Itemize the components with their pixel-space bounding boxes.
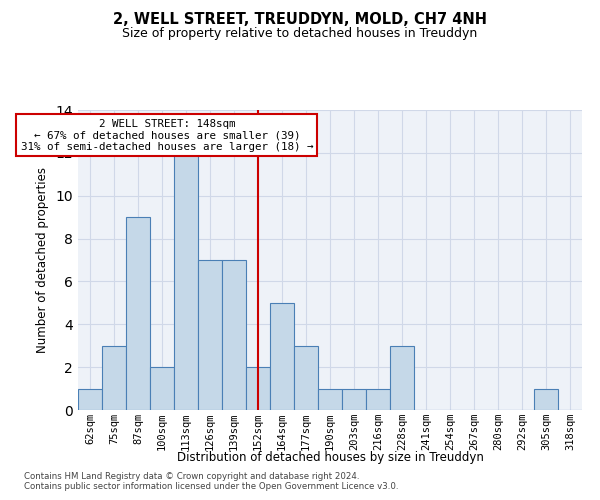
- Bar: [342, 388, 366, 410]
- Bar: [318, 388, 342, 410]
- Text: 2, WELL STREET, TREUDDYN, MOLD, CH7 4NH: 2, WELL STREET, TREUDDYN, MOLD, CH7 4NH: [113, 12, 487, 28]
- Text: Contains public sector information licensed under the Open Government Licence v3: Contains public sector information licen…: [24, 482, 398, 491]
- Y-axis label: Number of detached properties: Number of detached properties: [35, 167, 49, 353]
- Bar: [126, 217, 150, 410]
- Bar: [150, 367, 174, 410]
- Bar: [102, 346, 126, 410]
- Bar: [294, 346, 318, 410]
- Bar: [246, 367, 270, 410]
- Bar: [534, 388, 558, 410]
- Text: 2 WELL STREET: 148sqm
← 67% of detached houses are smaller (39)
31% of semi-deta: 2 WELL STREET: 148sqm ← 67% of detached …: [20, 118, 313, 152]
- Bar: [366, 388, 390, 410]
- Bar: [78, 388, 102, 410]
- Bar: [270, 303, 294, 410]
- Text: Size of property relative to detached houses in Treuddyn: Size of property relative to detached ho…: [122, 28, 478, 40]
- Bar: [174, 153, 198, 410]
- Text: Contains HM Land Registry data © Crown copyright and database right 2024.: Contains HM Land Registry data © Crown c…: [24, 472, 359, 481]
- Bar: [222, 260, 246, 410]
- Bar: [198, 260, 222, 410]
- Bar: [390, 346, 414, 410]
- Text: Distribution of detached houses by size in Treuddyn: Distribution of detached houses by size …: [176, 451, 484, 464]
